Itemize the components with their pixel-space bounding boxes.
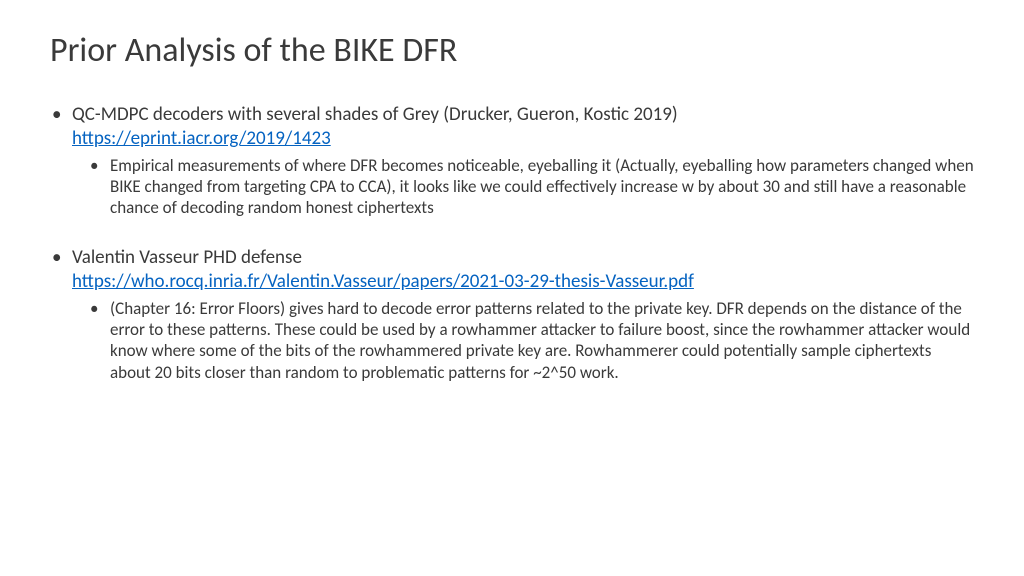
reference-link[interactable]: https://eprint.iacr.org/2019/1423 xyxy=(72,127,331,150)
bullet-intro: Valentin Vasseur PHD defense xyxy=(72,246,302,269)
list-item: Valentin Vasseur PHD defense https://who… xyxy=(72,246,974,383)
list-item: Empirical measurements of where DFR beco… xyxy=(110,155,974,219)
sub-bullet-list: Empirical measurements of where DFR beco… xyxy=(72,155,974,219)
bullet-list: QC-MDPC decoders with several shades of … xyxy=(50,103,974,383)
list-item: (Chapter 16: Error Floors) gives hard to… xyxy=(110,298,974,383)
slide-title: Prior Analysis of the BIKE DFR xyxy=(50,30,974,71)
bullet-intro: QC-MDPC decoders with several shades of … xyxy=(72,103,678,126)
list-item: QC-MDPC decoders with several shades of … xyxy=(72,103,974,218)
sub-bullet-list: (Chapter 16: Error Floors) gives hard to… xyxy=(72,298,974,383)
reference-link[interactable]: https://who.rocq.inria.fr/Valentin.Vasse… xyxy=(72,270,694,293)
